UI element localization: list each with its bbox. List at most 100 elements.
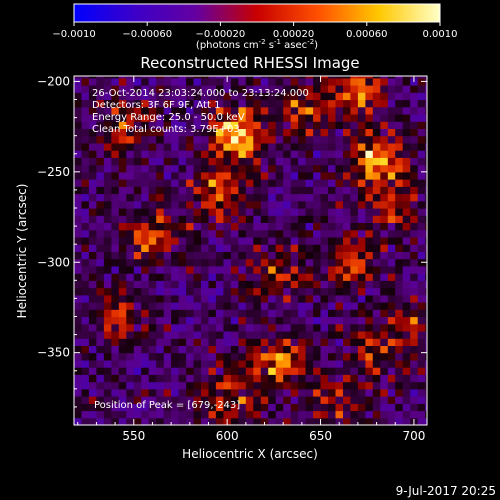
heatmap-cell — [372, 403, 381, 412]
heatmap-cell — [81, 208, 90, 216]
heatmap-cell — [425, 403, 427, 412]
heatmap-cell — [96, 323, 105, 332]
heatmap-cell — [111, 323, 120, 332]
heatmap-cell — [425, 128, 427, 137]
heatmap-cell — [313, 208, 322, 216]
heatmap-cell — [365, 359, 374, 368]
heatmap-cell — [74, 200, 83, 209]
heatmap-cell — [201, 229, 210, 238]
heatmap-cell — [268, 417, 277, 425]
heatmap-cell — [208, 229, 217, 238]
heatmap-cell — [141, 244, 150, 252]
heatmap-cell — [290, 186, 299, 195]
heatmap-cell — [126, 352, 135, 361]
heatmap-cell — [298, 229, 307, 238]
heatmap-cell — [88, 215, 97, 223]
heatmap-cell — [111, 381, 120, 390]
heatmap-cell — [223, 121, 232, 129]
heatmap-cell — [111, 92, 120, 101]
heatmap-cell — [380, 410, 389, 419]
heatmap-cell — [156, 345, 165, 354]
heatmap-cell — [223, 374, 232, 383]
heatmap-cell — [215, 280, 224, 289]
heatmap-cell — [103, 374, 112, 383]
heatmap-cell — [417, 367, 426, 375]
heatmap-cell — [186, 273, 195, 281]
heatmap-cell — [357, 193, 366, 202]
heatmap-cell — [417, 352, 426, 361]
heatmap-cell — [201, 338, 210, 346]
heatmap-cell — [283, 128, 292, 137]
heatmap-cell — [103, 410, 112, 419]
heatmap-cell — [372, 352, 381, 361]
heatmap-cell — [387, 331, 396, 339]
heatmap-cell — [215, 316, 224, 325]
heatmap-cell — [328, 179, 337, 187]
heatmap-cell — [208, 396, 217, 404]
heatmap-cell — [410, 403, 419, 412]
heatmap-cell — [208, 374, 217, 383]
heatmap-cell — [223, 302, 232, 310]
heatmap-cell — [417, 287, 426, 296]
heatmap-cell — [357, 381, 366, 390]
heatmap-cell — [223, 157, 232, 166]
heatmap-cell — [163, 222, 172, 231]
heatmap-cell — [238, 121, 247, 129]
heatmap-cell — [387, 323, 396, 332]
heatmap-cell — [111, 331, 120, 339]
heatmap-cell — [208, 345, 217, 354]
heatmap-cell — [305, 417, 314, 425]
heatmap-cell — [357, 352, 366, 361]
heatmap-cell — [238, 77, 247, 86]
heatmap-cell — [283, 323, 292, 332]
heatmap-cell — [253, 352, 262, 361]
heatmap-cell — [290, 222, 299, 231]
heatmap-cell — [365, 171, 374, 180]
heatmap-cell — [357, 316, 366, 325]
heatmap-cell — [186, 157, 195, 166]
heatmap-cell — [275, 251, 284, 260]
heatmap-cell — [178, 157, 187, 166]
heatmap-cell — [298, 99, 307, 108]
heatmap-cell — [335, 309, 344, 318]
heatmap-cell — [343, 396, 352, 404]
heatmap-cell — [253, 99, 262, 108]
heatmap-cell — [320, 77, 329, 86]
heatmap-cell — [335, 128, 344, 137]
heatmap-cell — [305, 396, 314, 404]
heatmap-cell — [238, 258, 247, 267]
heatmap-cell — [417, 374, 426, 383]
heatmap-cell — [171, 280, 180, 289]
heatmap-cell — [193, 106, 202, 115]
heatmap-cell — [425, 352, 427, 361]
heatmap-cell — [313, 76, 322, 79]
heatmap-cell — [365, 85, 374, 93]
heatmap-cell — [186, 331, 195, 339]
heatmap-cell — [171, 208, 180, 216]
heatmap-cell — [238, 171, 247, 180]
heatmap-cell — [320, 157, 329, 166]
heatmap-cell — [417, 179, 426, 187]
heatmap-cell — [365, 150, 374, 158]
heatmap-cell — [223, 99, 232, 108]
heatmap-cell — [88, 208, 97, 216]
heatmap-cell — [193, 171, 202, 180]
heatmap-cell — [193, 76, 202, 79]
heatmap-cell — [88, 164, 97, 173]
heatmap-cell — [178, 244, 187, 252]
heatmap-cell — [141, 114, 150, 122]
heatmap-cell — [387, 258, 396, 267]
heatmap-cell — [335, 236, 344, 245]
heatmap-cell — [305, 99, 314, 108]
heatmap-cell — [186, 258, 195, 267]
heatmap-cell — [96, 135, 105, 144]
heatmap-cell — [410, 302, 419, 310]
heatmap-cell — [283, 374, 292, 383]
heatmap-cell — [245, 186, 254, 195]
heatmap-cell — [193, 142, 202, 151]
heatmap-cell — [350, 258, 359, 267]
heatmap-cell — [350, 236, 359, 245]
heatmap-cell — [335, 171, 344, 180]
heatmap-cell — [372, 417, 381, 425]
heatmap-cell — [230, 85, 239, 93]
